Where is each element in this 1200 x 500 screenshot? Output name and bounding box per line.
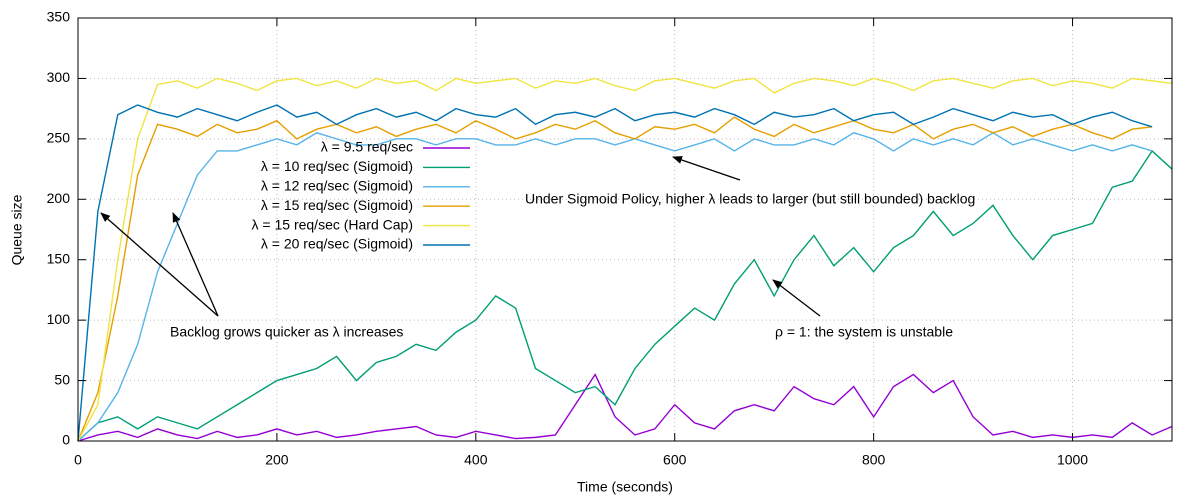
annotation-arrow (772, 279, 821, 317)
y-tick-label: 300 (47, 69, 71, 85)
annotation-arrow (672, 156, 741, 181)
y-tick-label: 100 (47, 311, 71, 327)
y-tick-label: 350 (47, 9, 71, 25)
series-line (77, 373, 1173, 442)
legend-label: λ = 12 req/sec (Sigmoid) (261, 178, 413, 194)
annotation: Backlog grows quicker as λ increases (170, 324, 403, 340)
x-tick-label: 400 (464, 452, 488, 468)
y-tick-label: 50 (54, 371, 70, 387)
x-tick-label: 800 (862, 452, 886, 468)
annotation: Under Sigmoid Policy, higher λ leads to … (525, 191, 975, 207)
y-tick-label: 250 (47, 130, 71, 146)
legend-label: λ = 9.5 req/sec (321, 139, 413, 155)
x-tick-label: 600 (663, 452, 687, 468)
annotation-arrow (100, 212, 219, 317)
annotation-arrow (172, 212, 219, 317)
series-line (77, 149, 1173, 442)
series-line (77, 77, 1173, 442)
grid (77, 17, 1172, 442)
series-line (77, 104, 1153, 442)
y-axis-label: Queue size (9, 194, 25, 265)
x-tick-label: 200 (265, 452, 289, 468)
y-tick-label: 200 (47, 190, 71, 206)
legend-label: λ = 20 req/sec (Sigmoid) (261, 236, 413, 252)
x-tick-label: 0 (74, 452, 82, 468)
y-tick-label: 150 (47, 250, 71, 266)
x-axis-label: Time (seconds) (577, 479, 673, 495)
legend-label: λ = 10 req/sec (Sigmoid) (261, 158, 413, 174)
series-line (77, 131, 1153, 442)
plot-border (77, 17, 1173, 442)
legend-label: λ = 15 req/sec (Sigmoid) (261, 197, 413, 213)
series-line (77, 116, 1153, 442)
annotation: ρ = 1: the system is unstable (775, 324, 953, 340)
y-tick-label: 0 (62, 432, 70, 448)
plot-lines (77, 77, 1173, 442)
x-tick-label: 1000 (1057, 452, 1088, 468)
legend-label: λ = 15 req/sec (Hard Cap) (252, 216, 413, 232)
